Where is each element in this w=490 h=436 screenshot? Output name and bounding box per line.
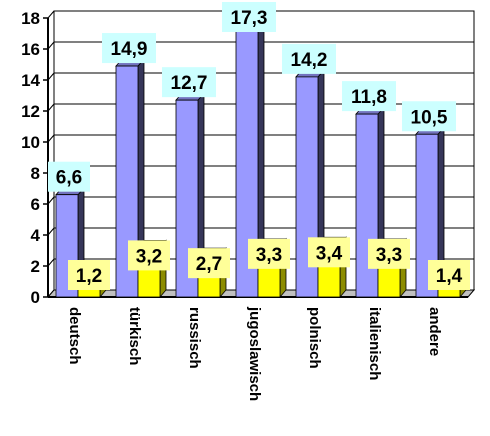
category-label-1: türkisch: [126, 307, 143, 365]
category-label-5: italienisch: [366, 307, 383, 380]
data-label-text: 1,4: [436, 266, 463, 287]
bar-front: [415, 133, 439, 298]
data-label-primary-2: 12,7: [162, 67, 216, 98]
category-label-4: polnisch: [306, 307, 323, 369]
data-label-primary-1: 14,9: [102, 33, 156, 64]
data-label-secondary-5: 3,3: [368, 238, 410, 269]
x-axis-category-labels: deutsch türkisch russisch jugoslawisch polni…: [66, 306, 443, 401]
data-label-text: 17,3: [231, 8, 268, 29]
data-label-primary-5: 11,8: [342, 81, 396, 112]
bar-front: [355, 113, 379, 298]
y-tick-label: 4: [31, 226, 41, 245]
data-label-box: [188, 248, 230, 279]
data-label-secondary-1: 3,2: [128, 240, 170, 271]
data-label-text: 6,6: [56, 168, 82, 189]
data-label-text: 12,7: [171, 73, 208, 94]
data-label-box: [428, 260, 470, 290]
data-label-box: [402, 101, 456, 132]
y-tick-label: 16: [21, 40, 40, 59]
data-label-secondary-4: 3,4: [308, 237, 350, 268]
data-label-box: [282, 43, 336, 74]
y-tick-label: 12: [21, 102, 40, 121]
y-tick-label: 2: [31, 257, 40, 276]
data-label-box: [162, 67, 216, 98]
data-label-box: [342, 81, 396, 112]
data-label-box: [308, 237, 350, 268]
data-label-text: 14,9: [111, 39, 148, 60]
bar-primary-1: [115, 57, 145, 299]
data-label-text: 10,5: [411, 107, 448, 128]
category-label-0: deutsch: [66, 307, 83, 365]
y-tick-label: 10: [21, 133, 40, 152]
data-label-primary-6: 10,5: [402, 101, 456, 132]
data-label-primary-4: 14,2: [282, 43, 336, 74]
data-labels: 6,6 14,9 12,7 17,3 14,2 11,8 10,5 1,2 3,2 2,7 3,3 3…: [48, 2, 470, 290]
data-label-box: [222, 2, 276, 32]
data-label-box: [128, 240, 170, 271]
data-label-primary-0: 6,6: [48, 161, 90, 192]
data-label-secondary-2: 2,7: [188, 248, 230, 279]
y-tick-label: 0: [31, 288, 40, 307]
y-tick-label: 6: [31, 195, 40, 214]
data-label-text: 3,2: [136, 246, 162, 267]
data-label-box: [368, 238, 410, 269]
y-tick-label: 14: [21, 71, 40, 90]
category-label-6: andere: [426, 307, 443, 356]
data-label-text: 3,4: [316, 243, 343, 264]
data-label-text: 3,3: [256, 245, 282, 266]
data-label-text: 1,2: [76, 266, 102, 287]
data-label-box: [248, 238, 290, 269]
data-label-box: [102, 33, 156, 64]
bar-front: [115, 65, 139, 298]
category-label-2: russisch: [186, 307, 203, 369]
data-label-primary-3: 17,3: [222, 2, 276, 32]
category-label-3: jugoslawisch: [246, 306, 263, 401]
y-axis-tick-labels: 0 2 4 6 8 10 12 14 16 18: [21, 9, 40, 307]
data-label-box: [68, 260, 110, 290]
data-label-secondary-0: 1,2: [68, 260, 110, 290]
y-tick-label: 18: [21, 9, 40, 28]
data-label-box: [48, 161, 90, 192]
data-label-text: 3,3: [376, 245, 402, 266]
data-label-text: 11,8: [351, 87, 387, 108]
data-label-secondary-6: 1,4: [428, 260, 470, 290]
y-tick-label: 8: [31, 164, 40, 183]
data-label-text: 2,7: [196, 254, 222, 275]
data-label-secondary-3: 3,3: [248, 238, 290, 269]
data-label-text: 14,2: [291, 50, 328, 71]
bar-front: [175, 99, 199, 298]
gridline-side: [47, 10, 55, 19]
